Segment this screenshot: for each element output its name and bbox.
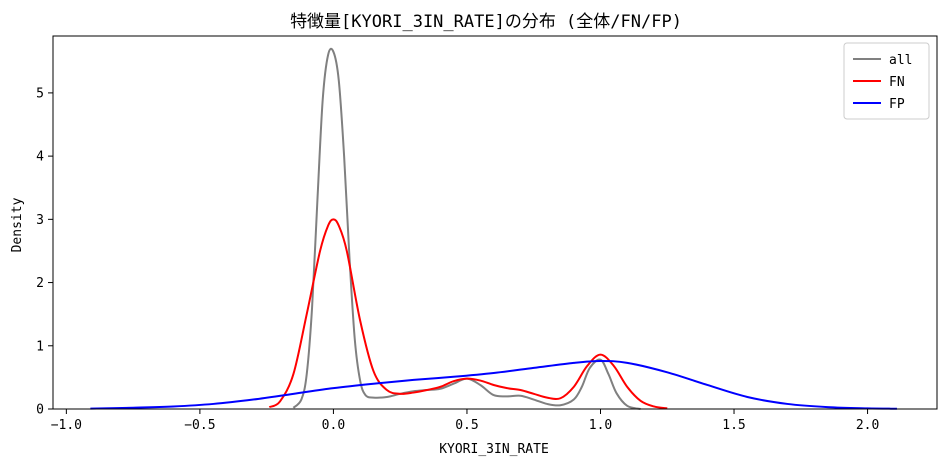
legend-label-fn: FN bbox=[889, 75, 905, 90]
x-tick-label: 2.0 bbox=[856, 418, 879, 433]
y-tick-label: 1 bbox=[36, 339, 44, 354]
y-tick-label: 2 bbox=[36, 276, 44, 291]
legend: all FN FP bbox=[843, 42, 930, 120]
series-line-fn bbox=[268, 218, 668, 410]
series-line-fp bbox=[90, 359, 897, 410]
x-tick-label: −0.5 bbox=[184, 418, 215, 433]
legend-label-all: all bbox=[889, 53, 912, 68]
y-tick-label: 0 bbox=[36, 403, 44, 418]
y-axis-label: Density bbox=[10, 197, 25, 252]
plot-area bbox=[90, 47, 897, 410]
x-tick-label: 0.0 bbox=[322, 418, 345, 433]
x-tick-label: −1.0 bbox=[51, 418, 82, 433]
legend-label-fp: FP bbox=[889, 97, 905, 112]
axes-frame bbox=[52, 35, 938, 410]
chart-title: 特徴量[KYORI_3IN_RATE]の分布 (全体/FN/FP) bbox=[290, 12, 682, 32]
y-tick-label: 4 bbox=[36, 150, 44, 165]
x-axis-label: KYORI_3IN_RATE bbox=[439, 442, 549, 457]
y-tick-label: 5 bbox=[36, 86, 44, 101]
series-line-all bbox=[292, 47, 641, 410]
legend-box bbox=[843, 42, 930, 120]
x-tick-label: 0.5 bbox=[455, 418, 478, 433]
x-tick-label: 1.0 bbox=[589, 418, 612, 433]
axis-ticks: −1.0 −0.5 0.0 0.5 1.0 1.5 2.0 0 1 2 3 4 5 bbox=[36, 86, 879, 433]
x-tick-label: 1.5 bbox=[722, 418, 745, 433]
y-tick-label: 3 bbox=[36, 213, 44, 228]
